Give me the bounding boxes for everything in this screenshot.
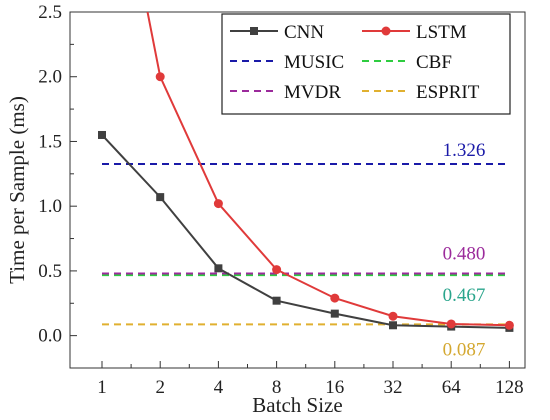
y-tick-label: 1.5	[38, 131, 62, 152]
lstm-point	[388, 311, 398, 321]
x-tick-label: 64	[442, 377, 462, 398]
legend-label: MVDR	[284, 82, 341, 103]
legend-marker	[250, 27, 258, 35]
cnn-point	[98, 130, 106, 139]
x-tick-label: 32	[384, 377, 403, 398]
axis-ticks: 0.0 0.5 1.0 1.5 2.0 2.5 1 2 4 8 16 32 64 128	[38, 2, 523, 398]
cnn-point	[272, 296, 281, 305]
plot-frame	[69, 11, 526, 369]
lstm-point	[330, 293, 340, 303]
lstm-point	[446, 319, 456, 329]
x-tick-label: 4	[214, 377, 224, 398]
annotation-label: 0.480	[443, 243, 486, 264]
legend-label: LSTM	[416, 22, 467, 43]
y-tick-label: 1.0	[38, 196, 62, 217]
x-tick-label: 16	[325, 377, 344, 398]
lstm-line	[146, 12, 510, 327]
cnn-point	[214, 264, 223, 273]
cnn-point	[330, 309, 339, 318]
lstm-point	[155, 72, 165, 82]
lstm-point	[213, 199, 223, 209]
legend-label: ESPRIT	[416, 82, 480, 103]
x-axis-title: Batch Size	[252, 393, 342, 417]
legend-label: CNN	[284, 22, 324, 43]
y-axis-title: Time per Sample (ms)	[5, 96, 29, 284]
x-tick-label: 2	[155, 377, 165, 398]
x-tick-label: 8	[272, 377, 282, 398]
legend-item-cnn: CNN	[230, 22, 324, 43]
annotation-label: 0.467	[443, 285, 486, 306]
legend-item-music: MUSIC	[230, 52, 344, 73]
legend-item-lstm: LSTM	[362, 22, 467, 43]
x-tick-label: 128	[495, 377, 524, 398]
y-tick-label: 2.5	[38, 2, 62, 23]
annotation-label: 0.087	[443, 339, 486, 360]
series-lstm	[146, 12, 514, 330]
y-tick-label: 2.0	[38, 67, 62, 88]
y-tick-label: 0.0	[38, 326, 62, 347]
legend-marker	[381, 26, 391, 36]
lstm-point	[272, 265, 282, 275]
x-tick-label: 1	[97, 377, 107, 398]
y-tick-label: 0.5	[38, 261, 62, 282]
legend-label: MUSIC	[284, 52, 344, 73]
legend-item-esprit: ESPRIT	[362, 82, 480, 103]
value-annotations: 1.326 0.480 0.467 0.087	[443, 140, 486, 360]
plot-marks	[98, 12, 514, 332]
legend-item-mvdr: MVDR	[230, 82, 341, 103]
annotation-label: 1.326	[443, 140, 486, 161]
cnn-line	[101, 134, 510, 329]
cnn-point	[389, 321, 397, 330]
plot-border	[69, 11, 526, 369]
legend-label: CBF	[416, 52, 452, 73]
lstm-point	[504, 320, 514, 330]
cnn-point	[156, 193, 165, 202]
legend-item-cbf: CBF	[362, 52, 452, 73]
legend: CNN LSTM MUSIC CBF MVDR ESPRIT	[221, 13, 511, 115]
